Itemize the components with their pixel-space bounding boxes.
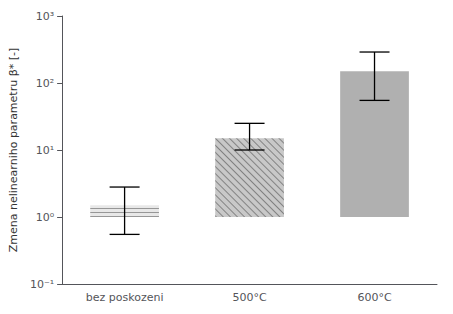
- svg-text:bez poskozeni: bez poskozeni: [86, 291, 164, 304]
- svg-text:Zmena nelinearniho parametru β: Zmena nelinearniho parametru β* [-]: [7, 48, 20, 252]
- svg-text:600°C: 600°C: [357, 291, 391, 304]
- svg-text:10²: 10²: [36, 77, 54, 90]
- svg-text:10¹: 10¹: [36, 144, 54, 157]
- svg-text:10⁻¹: 10⁻¹: [30, 278, 54, 291]
- svg-text:10⁰: 10⁰: [36, 211, 55, 224]
- svg-text:500°C: 500°C: [232, 291, 266, 304]
- svg-text:10³: 10³: [36, 10, 54, 23]
